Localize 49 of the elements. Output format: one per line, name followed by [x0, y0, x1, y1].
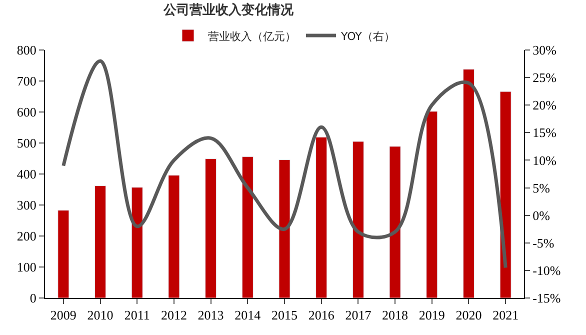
x-tick-label: 2012 [160, 308, 187, 323]
y-tick-label: 400 [16, 166, 36, 182]
bar [316, 136, 328, 298]
legend-label: YOY（右） [340, 30, 395, 43]
y2-tick-label: 5% [532, 180, 550, 196]
x-tick-label: 2013 [198, 308, 224, 323]
y-tick-label: 0 [30, 290, 36, 306]
x-tick-label: 2020 [456, 308, 482, 323]
chart-title: 公司营业收入变化情况 [162, 2, 295, 18]
x-tick-label: 2021 [492, 308, 519, 323]
bar [426, 111, 438, 298]
x-tick-label: 2010 [87, 308, 114, 323]
x-tick-label: 2017 [345, 308, 372, 323]
bar [462, 68, 475, 298]
x-tick-label: 2011 [124, 308, 150, 323]
y-tick-label: 600 [16, 104, 36, 120]
bar [94, 186, 106, 298]
y2-tick-label: 30% [532, 42, 557, 58]
y2-tick-label: -10% [532, 262, 561, 278]
bar [205, 158, 217, 298]
x-tick-label: 2018 [382, 308, 408, 323]
y-tick-label: 100 [16, 260, 36, 275]
y-tick-label: 700 [16, 74, 36, 89]
line-series [62, 59, 508, 270]
y2-tick-label: 15% [532, 125, 557, 140]
bar [389, 146, 401, 298]
y2-tick-label: 20% [532, 98, 557, 113]
y-tick-label: 200 [16, 228, 36, 244]
x-tick-label: 2014 [234, 308, 262, 323]
bar [352, 141, 364, 298]
y2-tick-label: -15% [532, 290, 561, 306]
legend-label: 营业收入（亿元） [208, 30, 296, 43]
bar [168, 174, 180, 298]
y-tick-label: 800 [16, 42, 36, 58]
x-tick-label: 2015 [272, 308, 298, 323]
bar [242, 156, 254, 298]
bar [278, 159, 290, 298]
x-tick-label: 2019 [418, 308, 445, 323]
bar [500, 91, 512, 298]
x-tick-label: 2016 [308, 308, 335, 323]
y2-tick-label: 25% [532, 70, 557, 86]
y2-tick-label: 0% [532, 208, 550, 223]
y2-tick-label: -5% [532, 235, 554, 250]
y2-tick-label: 10% [532, 152, 557, 168]
y-tick-label: 500 [16, 136, 36, 151]
bar [58, 210, 70, 298]
x-tick-label: 2009 [50, 308, 76, 323]
y-tick-label: 300 [16, 198, 36, 213]
bar [131, 187, 143, 298]
